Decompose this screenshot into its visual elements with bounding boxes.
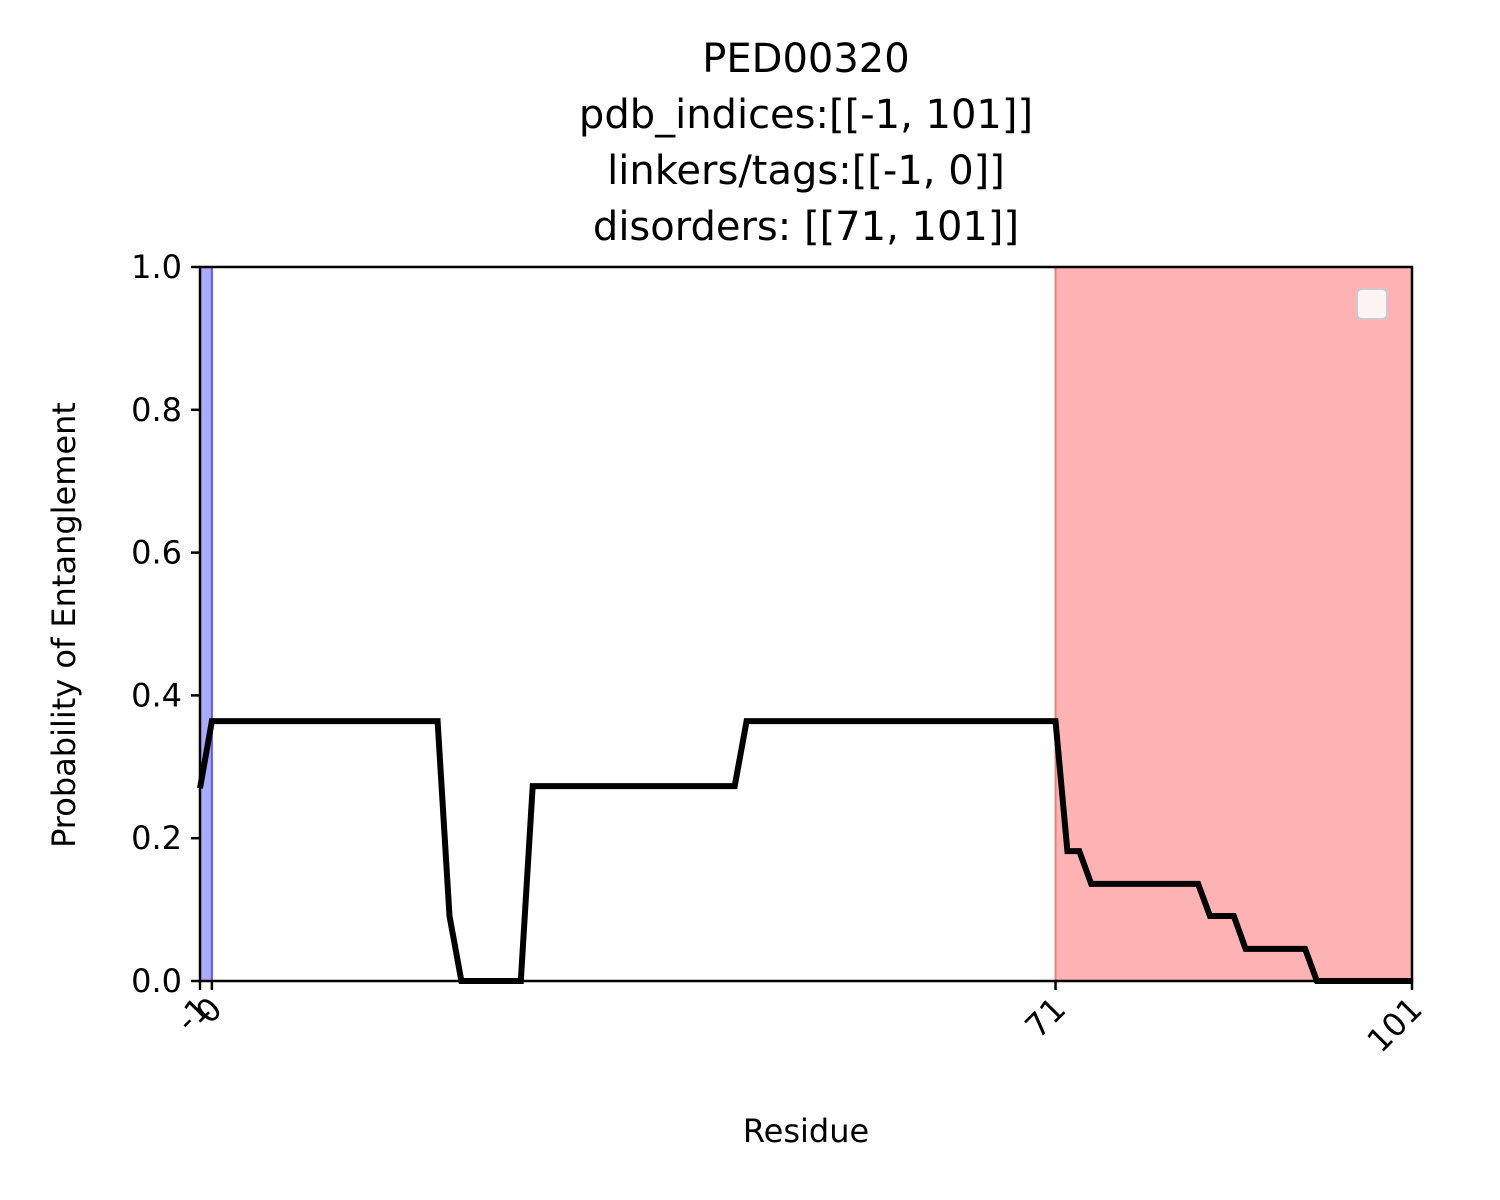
y-tick-label: 0.8 xyxy=(131,391,182,429)
x-tick-label: 71 xyxy=(1018,990,1074,1046)
x-axis-ticks: -10 71 101 xyxy=(168,981,1430,1060)
y-tick-label: 1.0 xyxy=(131,248,182,286)
plot-frame xyxy=(198,265,1414,983)
title-line-1: PED00320 xyxy=(702,36,909,82)
shaded-region-2 xyxy=(1054,266,1413,982)
title-line-4: disorders: [[71, 101]] xyxy=(593,204,1019,250)
y-axis-label: Probability of Entanglement xyxy=(45,402,83,848)
legend-box xyxy=(1356,288,1388,320)
x-axis-label: Residue xyxy=(743,1112,869,1150)
y-axis-ticks: 0.0 0.2 0.4 0.6 0.8 1.0 xyxy=(131,248,200,1000)
shaded-region-1 xyxy=(199,266,213,982)
y-tick-label: 0.6 xyxy=(131,534,182,572)
title-line-2: pdb_indices:[[-1, 101]] xyxy=(579,92,1033,138)
series-line-1 xyxy=(197,718,1412,984)
shaded-regions xyxy=(199,266,1413,982)
x-tick-label: 101 xyxy=(1360,990,1430,1060)
title-line-3: linkers/tags:[[-1, 0]] xyxy=(607,148,1005,194)
y-tick-label: 0.2 xyxy=(131,819,182,857)
legend xyxy=(1356,288,1388,320)
y-tick-label: 0.4 xyxy=(131,676,182,714)
chart-title: PED00320 pdb_indices:[[-1, 101]] linkers… xyxy=(579,36,1033,250)
y-tick-label: 0.0 xyxy=(131,962,182,1000)
series-lines xyxy=(197,718,1412,984)
